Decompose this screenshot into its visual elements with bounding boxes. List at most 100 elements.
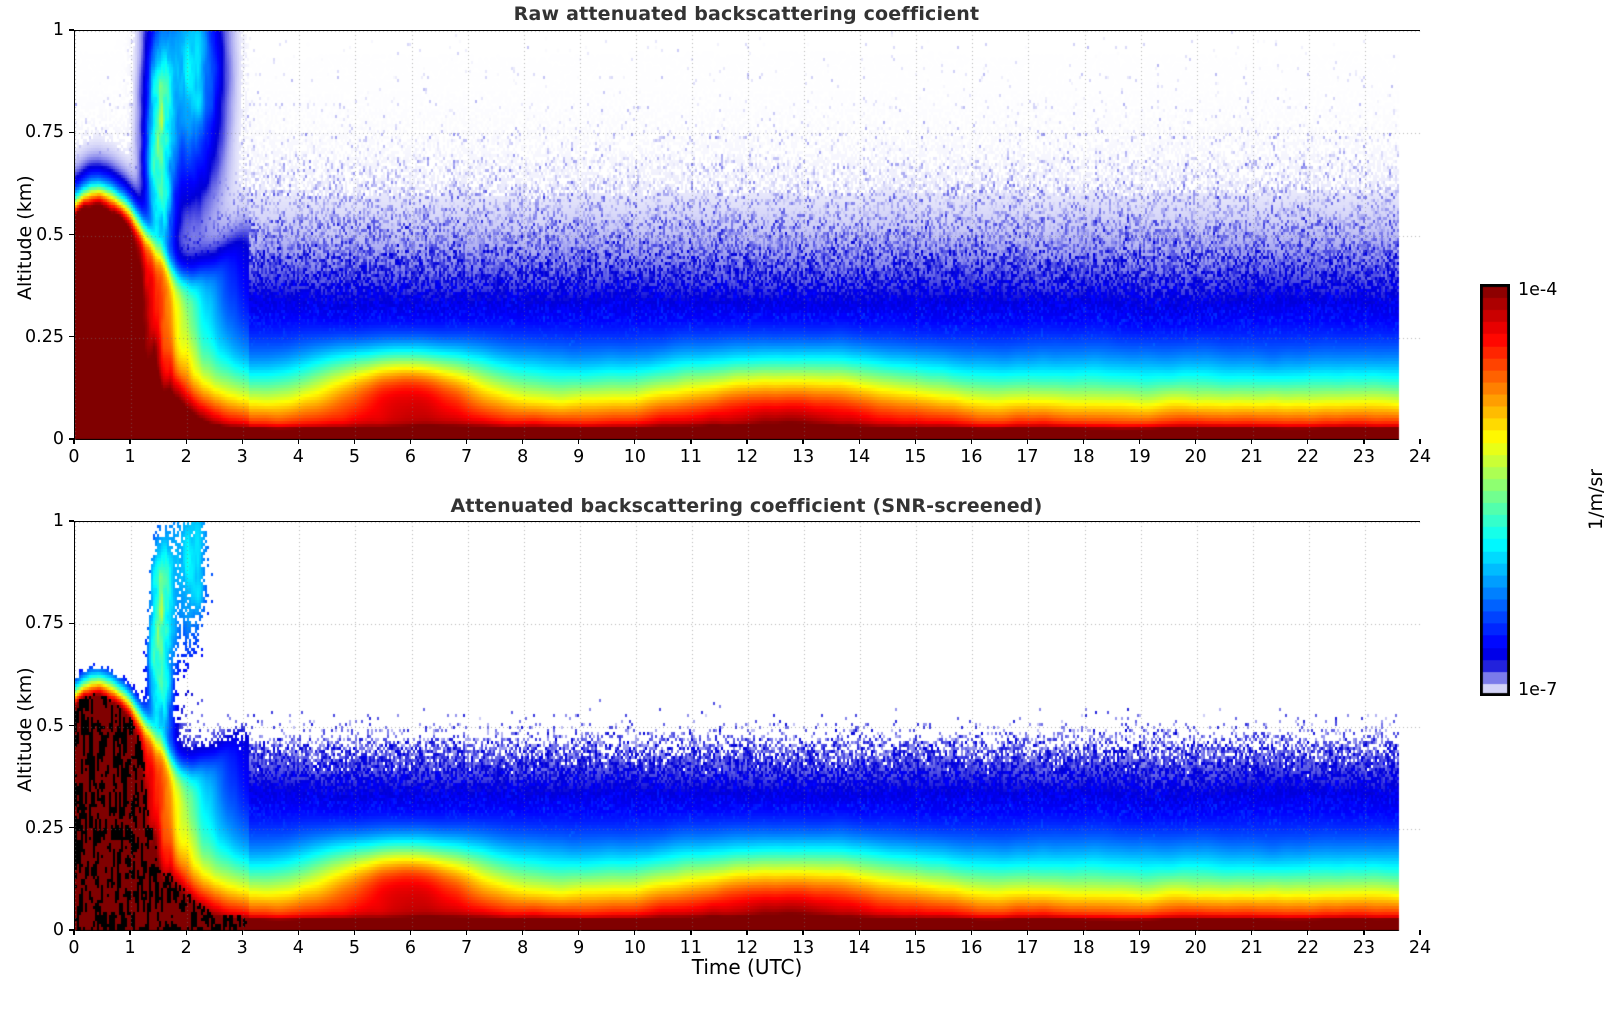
x-tick-label: 21 (1240, 447, 1263, 467)
x-tick-label: 10 (623, 938, 646, 958)
x-tick-label: 17 (1016, 938, 1039, 958)
x-tick-label: 22 (1296, 447, 1319, 467)
x-tick-label: 3 (236, 938, 248, 958)
x-tick-label: 22 (1296, 938, 1319, 958)
x-tick-mark (914, 930, 916, 935)
x-tick-label: 2 (180, 447, 192, 467)
y-tick-label: 1 (52, 511, 64, 531)
x-tick-mark (465, 439, 468, 444)
x-tick-label: 17 (1016, 447, 1039, 467)
colorbar-tick-max: 1e-4 (1518, 280, 1558, 300)
x-tick-label: 12 (735, 938, 759, 958)
colorbar-tick-min: 1e-7 (1518, 680, 1558, 700)
x-tick-mark (1195, 930, 1197, 935)
x-tick-mark (241, 439, 243, 444)
x-tick-label: 15 (904, 447, 927, 467)
x-tick-mark (1082, 930, 1085, 935)
x-tick-mark (1082, 439, 1085, 444)
y-tick-label: 0.5 (36, 715, 64, 736)
x-tick-label: 13 (791, 447, 815, 467)
x-tick-mark (802, 439, 804, 444)
x-tick-label: 4 (292, 938, 304, 958)
x-tick-label: 23 (1352, 447, 1376, 467)
x-tick-label: 8 (517, 938, 529, 958)
panel-title-raw: Raw attenuated backscattering coefficien… (513, 3, 980, 25)
heatmap-panel-screened (74, 521, 1421, 931)
x-tick-mark (802, 930, 804, 935)
x-tick-label: 13 (791, 938, 815, 958)
x-tick-label: 10 (623, 447, 646, 467)
x-tick-label: 16 (960, 938, 983, 958)
x-tick-mark (185, 930, 187, 935)
colorbar-label: 1/m/sr (1585, 468, 1607, 530)
x-tick-mark (297, 930, 299, 935)
x-tick-mark (690, 439, 692, 444)
x-tick-label: 2 (180, 938, 192, 958)
x-tick-label: 15 (904, 938, 927, 958)
x-tick-mark (1026, 439, 1029, 444)
y-tick-mark (69, 336, 74, 338)
x-tick-mark (1363, 930, 1365, 935)
x-tick-label: 3 (236, 447, 248, 467)
x-tick-label: 6 (404, 938, 417, 958)
x-tick-mark (578, 930, 580, 935)
x-tick-mark (1363, 439, 1365, 444)
x-tick-mark (858, 930, 860, 935)
x-axis-label: Time (UTC) (691, 955, 803, 979)
x-tick-label: 0 (68, 447, 80, 467)
x-tick-mark (746, 930, 748, 935)
y-tick-mark (69, 131, 74, 133)
x-tick-label: 5 (348, 447, 360, 467)
y-tick-label: 0.25 (25, 326, 64, 347)
x-tick-mark (73, 930, 75, 935)
x-tick-mark (914, 439, 916, 444)
x-tick-label: 24 (1408, 447, 1432, 467)
x-tick-label: 20 (1184, 447, 1207, 467)
x-tick-mark (1307, 439, 1309, 444)
x-tick-mark (634, 439, 636, 444)
x-tick-label: 9 (573, 447, 585, 467)
x-tick-mark (522, 439, 524, 444)
x-tick-label: 7 (461, 938, 473, 958)
x-tick-label: 23 (1352, 938, 1376, 958)
y-tick-mark (69, 29, 74, 31)
x-tick-label: 12 (735, 447, 759, 467)
x-tick-mark (409, 930, 412, 935)
heatmap-image-screened (75, 522, 1421, 931)
x-tick-label: 1 (124, 447, 136, 467)
x-tick-mark (970, 930, 972, 935)
colorbar (1480, 284, 1510, 696)
x-tick-mark (634, 930, 636, 935)
y-tick-mark (69, 520, 74, 522)
x-tick-mark (690, 930, 692, 935)
x-tick-mark (73, 439, 75, 444)
x-tick-mark (353, 930, 356, 935)
x-tick-mark (1026, 930, 1029, 935)
x-tick-label: 16 (960, 447, 983, 467)
x-tick-label: 20 (1184, 938, 1207, 958)
y-tick-label: 0 (52, 920, 64, 940)
x-tick-label: 11 (679, 938, 703, 958)
x-tick-mark (1307, 930, 1309, 935)
x-tick-label: 1 (124, 938, 136, 958)
x-tick-mark (353, 439, 356, 444)
x-tick-mark (1195, 439, 1197, 444)
x-tick-mark (129, 439, 131, 444)
x-tick-label: 14 (848, 938, 871, 958)
panel-title-screened: Attenuated backscattering coefficient (S… (450, 495, 1043, 517)
x-tick-label: 14 (848, 447, 871, 467)
y-tick-mark (69, 724, 74, 727)
x-tick-mark (465, 930, 468, 935)
x-tick-mark (129, 930, 131, 935)
x-tick-mark (1138, 439, 1141, 444)
colorbar-gradient (1480, 284, 1510, 696)
y-tick-mark (69, 233, 74, 236)
x-tick-mark (858, 439, 860, 444)
heatmap-panel-raw (74, 30, 1421, 440)
x-tick-mark (970, 439, 972, 444)
x-tick-label: 21 (1240, 938, 1263, 958)
x-tick-label: 6 (404, 447, 417, 467)
y-tick-label: 1 (52, 20, 64, 40)
y-tick-label: 0 (52, 429, 64, 449)
x-tick-mark (297, 439, 299, 444)
